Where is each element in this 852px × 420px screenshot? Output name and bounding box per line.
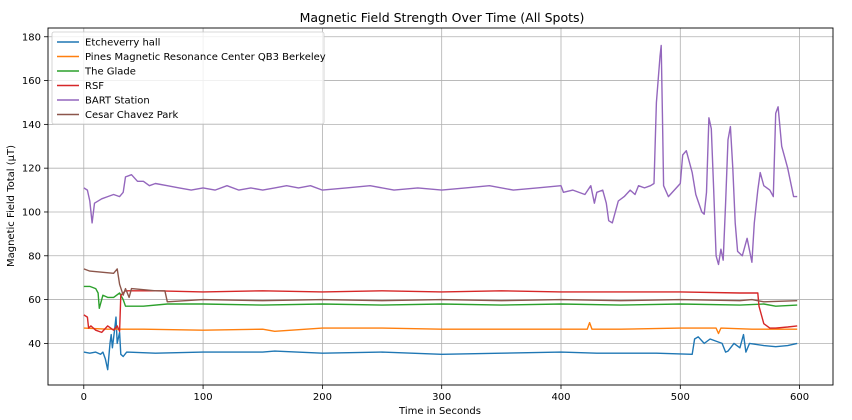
- x-tick-label: 0: [81, 392, 87, 403]
- x-tick-label: 300: [432, 392, 451, 403]
- series-line-5: [83, 268, 798, 303]
- tick-layer: 0 100 200 300 400 500 600 40 60 80 100 120 140 160 180: [22, 32, 809, 403]
- legend: Etcheverry hall Pines Magnetic Resonance …: [51, 31, 326, 125]
- legend-label-4: BART Station: [85, 96, 150, 107]
- plot-frame: [47, 27, 834, 386]
- series-line-0: [83, 316, 798, 371]
- y-tick-label: 160: [22, 76, 41, 87]
- series-line-4: [83, 44, 798, 266]
- legend-label-1: Pines Magnetic Resonance Center QB3 Berk…: [85, 52, 326, 63]
- y-tick-label: 100: [22, 207, 41, 218]
- x-tick-label: 600: [790, 392, 809, 403]
- legend-box: [51, 31, 325, 125]
- y-axis-label: Magnetic Field Total (µT): [6, 145, 17, 267]
- x-tick-label: 500: [671, 392, 690, 403]
- series-line-2: [83, 285, 798, 309]
- x-tick-label: 200: [313, 392, 332, 403]
- y-tick-label: 40: [28, 339, 41, 350]
- y-tick-label: 180: [22, 32, 41, 43]
- series-line-3: [83, 290, 798, 334]
- series-line-1: [83, 321, 798, 335]
- x-axis-label: Time in Seconds: [398, 406, 481, 417]
- legend-label-3: RSF: [85, 81, 104, 92]
- grid-layer: [48, 28, 833, 385]
- y-tick-label: 120: [22, 164, 41, 175]
- y-tick-label: 140: [22, 120, 41, 131]
- y-tick-label: 80: [28, 251, 41, 262]
- y-tick-label: 60: [28, 295, 41, 306]
- legend-label-0: Etcheverry hall: [85, 38, 160, 49]
- x-tick-label: 400: [551, 392, 570, 403]
- legend-label-5: Cesar Chavez Park: [85, 110, 179, 121]
- series-layer: [83, 44, 798, 371]
- legend-label-2: The Glade: [84, 67, 136, 78]
- x-tick-label: 100: [194, 392, 213, 403]
- chart-title: Magnetic Field Strength Over Time (All S…: [300, 10, 585, 25]
